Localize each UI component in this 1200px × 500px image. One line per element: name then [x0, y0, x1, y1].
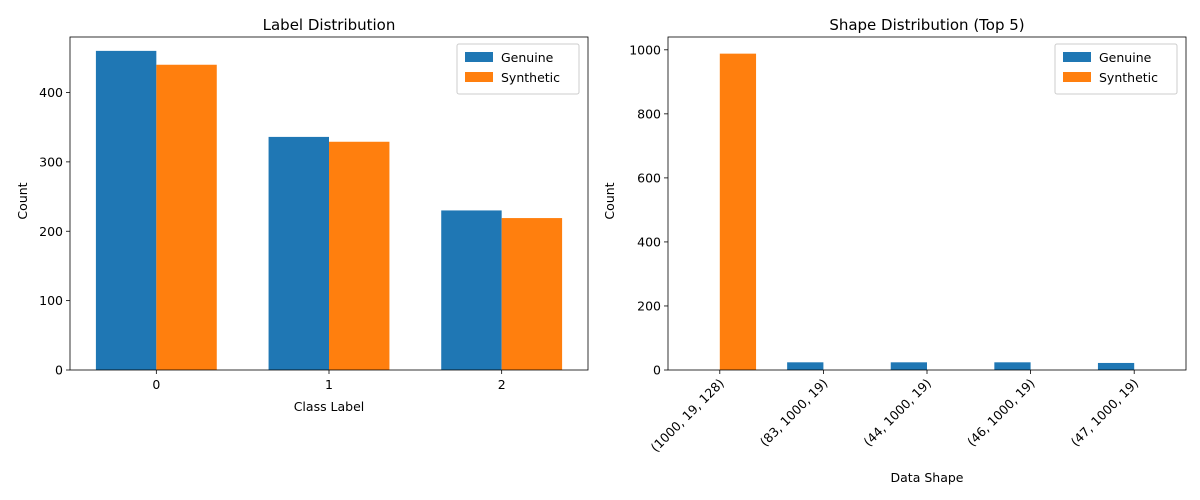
bar-genuine-2 [441, 210, 502, 370]
legend-label-synthetic: Synthetic [1099, 70, 1158, 85]
chart-title: Label Distribution [263, 16, 396, 34]
legend-label-synthetic: Synthetic [501, 70, 560, 85]
bar-genuine-2 [890, 362, 927, 370]
bar-synthetic-0 [719, 53, 757, 371]
legend-label-genuine: Genuine [501, 50, 554, 65]
y-tick-label: 1000 [629, 42, 661, 57]
bar-genuine-1 [268, 136, 329, 370]
y-tick-label: 600 [637, 170, 661, 185]
chart-title: Shape Distribution (Top 5) [829, 16, 1024, 34]
bar-genuine-0 [95, 50, 157, 370]
y-tick-label: 200 [637, 298, 661, 313]
y-tick-label: 0 [55, 363, 63, 378]
x-tick-label: 0 [152, 377, 160, 392]
x-tick-label: 2 [498, 377, 506, 392]
bar-genuine-1 [787, 362, 824, 370]
y-tick-label: 400 [39, 85, 63, 100]
legend-swatch-synthetic [1063, 72, 1091, 82]
x-tick-label: 1 [325, 377, 333, 392]
legend-swatch-genuine [1063, 52, 1091, 62]
bar-synthetic-0 [156, 64, 217, 370]
y-axis-label: Count [15, 182, 30, 219]
x-axis-label: Class Label [294, 399, 365, 414]
y-tick-label: 0 [653, 363, 661, 378]
bar-genuine-4 [1097, 362, 1135, 370]
y-tick-label: 800 [637, 106, 661, 121]
y-axis-label: Count [602, 182, 617, 219]
x-axis-label: Data Shape [891, 470, 964, 485]
y-tick-label: 300 [39, 154, 63, 169]
y-tick-label: 400 [637, 234, 661, 249]
legend-swatch-synthetic [465, 72, 493, 82]
bar-synthetic-2 [501, 218, 563, 370]
bar-genuine-3 [994, 362, 1031, 370]
legend-label-genuine: Genuine [1099, 50, 1152, 65]
label-distribution-chart: Label Distribution Class Label Count 010… [15, 16, 589, 414]
y-tick-label: 200 [39, 224, 63, 239]
y-tick-label: 100 [39, 293, 63, 308]
legend-swatch-genuine [465, 52, 493, 62]
bar-synthetic-1 [329, 141, 390, 370]
